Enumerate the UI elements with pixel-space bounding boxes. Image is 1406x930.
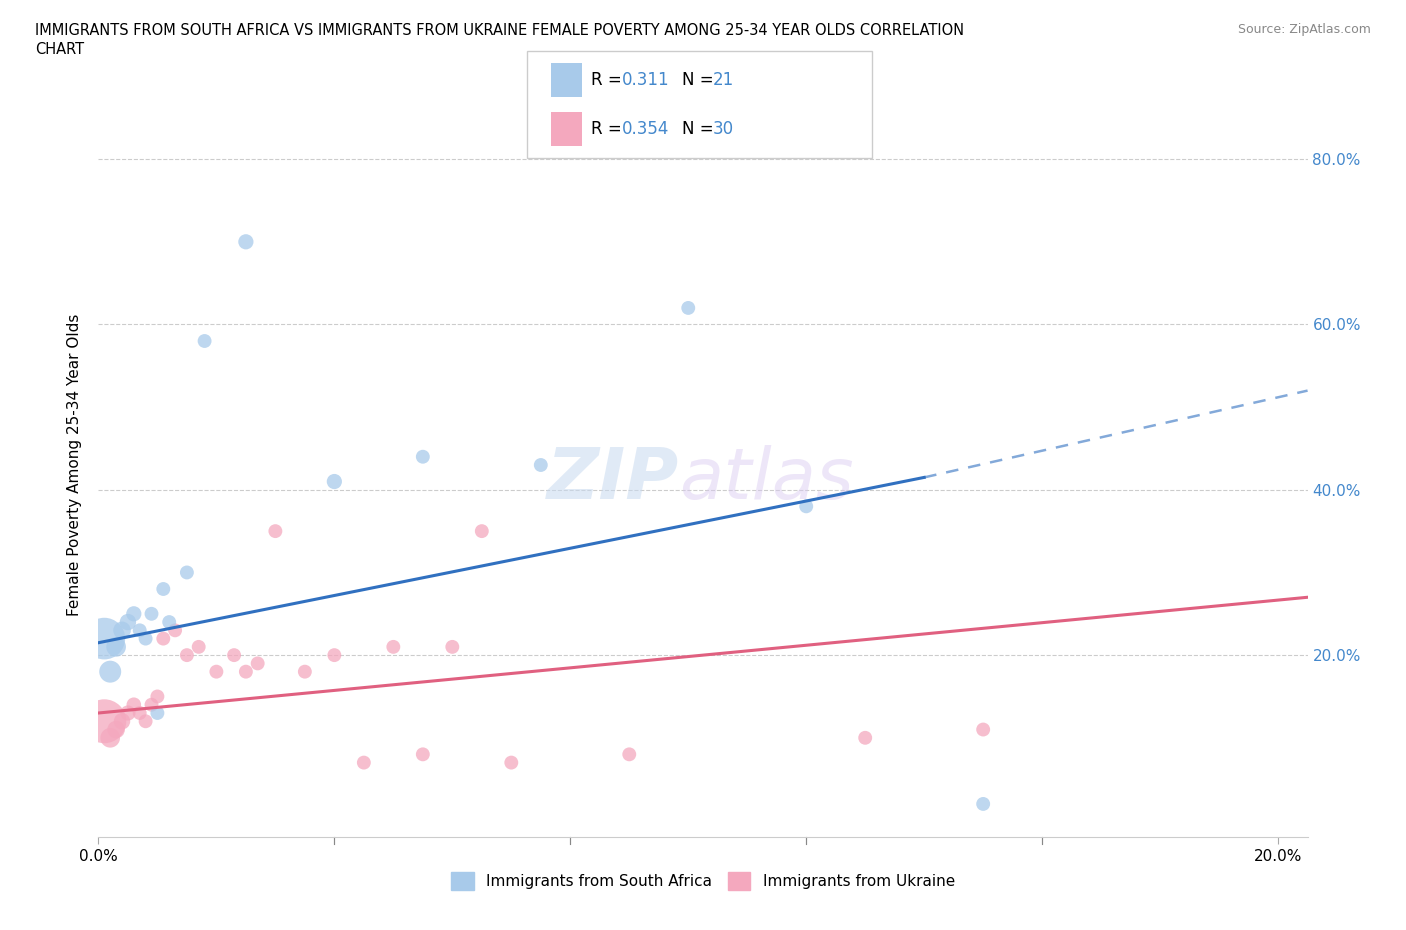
Point <box>176 647 198 662</box>
Point <box>111 623 134 638</box>
Point <box>128 623 150 638</box>
Point <box>412 747 434 762</box>
Point <box>128 706 150 721</box>
Point <box>165 623 187 638</box>
Point <box>176 565 198 580</box>
Point <box>972 722 994 737</box>
Point <box>122 698 145 712</box>
Text: Source: ZipAtlas.com: Source: ZipAtlas.com <box>1237 23 1371 36</box>
Point <box>122 606 145 621</box>
Point <box>146 706 169 721</box>
Point <box>93 714 115 729</box>
Point <box>853 730 876 745</box>
Point <box>117 615 139 630</box>
Point <box>619 747 641 762</box>
Text: 0.354: 0.354 <box>621 120 669 138</box>
Text: CHART: CHART <box>35 42 84 57</box>
Point <box>187 640 209 655</box>
Text: N =: N = <box>682 72 718 89</box>
Text: R =: R = <box>591 72 627 89</box>
Point <box>135 631 157 646</box>
Text: atlas: atlas <box>679 445 853 514</box>
Point <box>323 647 346 662</box>
Point <box>323 474 346 489</box>
Y-axis label: Female Poverty Among 25-34 Year Olds: Female Poverty Among 25-34 Year Olds <box>67 313 83 617</box>
Point <box>222 647 245 662</box>
Text: 0.311: 0.311 <box>621 72 669 89</box>
Point <box>111 714 134 729</box>
Point <box>146 689 169 704</box>
Point <box>353 755 375 770</box>
Point <box>501 755 523 770</box>
Point <box>264 524 287 538</box>
Point <box>141 698 163 712</box>
Point <box>98 664 121 679</box>
Point <box>152 581 174 596</box>
Point <box>194 334 217 349</box>
Point <box>98 730 121 745</box>
Point <box>972 796 994 811</box>
Text: IMMIGRANTS FROM SOUTH AFRICA VS IMMIGRANTS FROM UKRAINE FEMALE POVERTY AMONG 25-: IMMIGRANTS FROM SOUTH AFRICA VS IMMIGRAN… <box>35 23 965 38</box>
Point <box>157 615 180 630</box>
Text: 30: 30 <box>713 120 734 138</box>
Point <box>135 714 157 729</box>
Point <box>294 664 316 679</box>
Text: R =: R = <box>591 120 627 138</box>
Point <box>105 640 128 655</box>
Legend: Immigrants from South Africa, Immigrants from Ukraine: Immigrants from South Africa, Immigrants… <box>444 866 962 897</box>
Text: 21: 21 <box>713 72 734 89</box>
Point <box>235 664 257 679</box>
Text: N =: N = <box>682 120 718 138</box>
Point <box>530 458 553 472</box>
Point <box>205 664 228 679</box>
Text: ZIP: ZIP <box>547 445 679 514</box>
Point <box>93 631 115 646</box>
Point <box>105 722 128 737</box>
Point <box>678 300 700 315</box>
Point <box>412 449 434 464</box>
Point <box>794 498 817 513</box>
Point <box>141 606 163 621</box>
Point <box>441 640 464 655</box>
Point <box>246 656 269 671</box>
Point <box>235 234 257 249</box>
Point <box>382 640 405 655</box>
Point <box>152 631 174 646</box>
Point <box>117 706 139 721</box>
Point <box>471 524 494 538</box>
